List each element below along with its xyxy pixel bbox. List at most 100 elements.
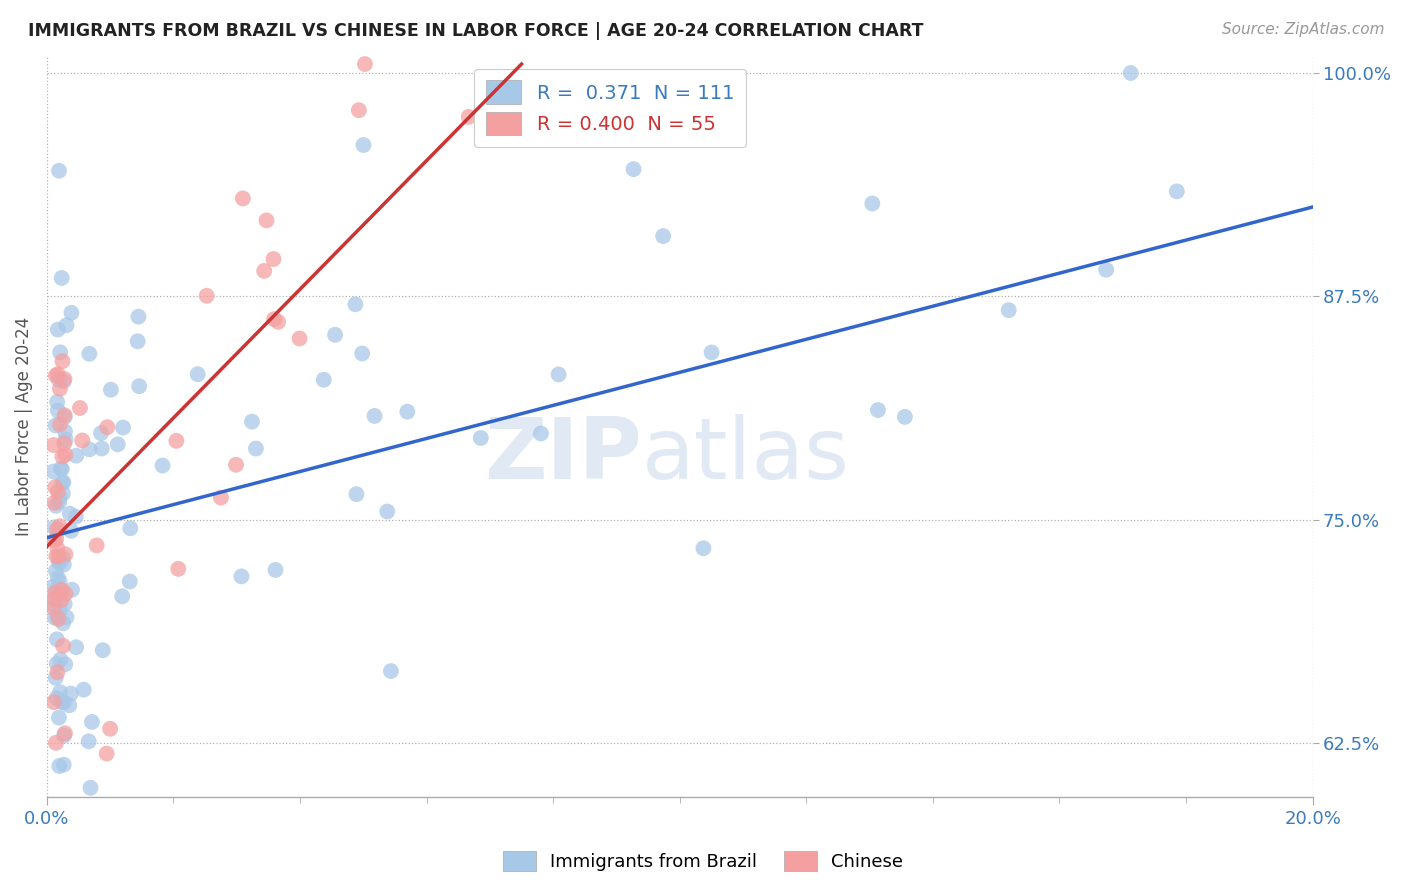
Point [245,442,267,456]
Point [48,556,70,570]
Point [288,331,311,345]
Point [52,475,75,490]
Point [53,597,76,611]
Point [86,538,108,552]
Point [344,487,367,501]
Point [44,533,66,548]
Point [46,395,69,409]
Point [165,434,187,448]
Point [46,367,69,381]
Point [55,587,77,601]
Point [53,372,76,386]
Point [52,486,75,500]
Point [100,383,122,397]
Point [232,191,254,205]
Point [48,495,70,509]
Point [49,417,72,432]
Point [53,410,76,425]
Point [53,425,76,439]
Point [240,415,263,429]
Point [253,264,276,278]
Point [65,449,87,463]
Point [225,458,247,472]
Point [344,297,367,311]
Point [652,229,675,244]
Point [60,524,83,538]
Point [1166,185,1188,199]
Point [380,664,402,678]
Point [79,780,101,795]
Point [1095,262,1118,277]
Point [42,438,65,452]
Point [48,554,70,568]
Point [52,550,75,565]
Point [55,433,77,447]
Point [866,403,889,417]
Point [96,420,118,434]
Point [96,747,118,761]
Point [263,312,285,326]
Point [167,562,190,576]
Point [256,213,278,227]
Point [55,448,77,462]
Point [42,591,65,605]
Point [49,603,72,617]
Point [363,409,385,423]
Point [107,437,129,451]
Point [53,408,76,422]
Point [44,611,66,625]
Point [46,523,69,537]
Point [396,404,419,418]
Point [90,426,112,441]
Point [894,409,917,424]
Point [1119,66,1142,80]
Point [53,657,76,672]
Text: atlas: atlas [641,414,849,497]
Legend: Immigrants from Brazil, Chinese: Immigrants from Brazil, Chinese [496,844,910,879]
Point [263,252,285,266]
Point [49,461,72,475]
Point [45,418,67,433]
Point [69,401,91,415]
Point [44,520,66,534]
Point [127,334,149,349]
Point [65,640,87,655]
Point [52,696,75,710]
Point [45,671,67,685]
Point [45,532,67,546]
Point [997,303,1019,318]
Point [52,374,75,388]
Point [44,591,66,606]
Point [46,323,69,337]
Point [42,695,65,709]
Point [120,521,142,535]
Point [52,558,75,572]
Point [48,163,70,178]
Point [60,582,83,597]
Point [45,564,67,578]
Point [45,632,67,647]
Point [53,729,76,743]
Point [118,574,141,589]
Point [73,682,96,697]
Point [51,354,73,368]
Point [51,475,73,490]
Y-axis label: In Labor Force | Age 20-24: In Labor Force | Age 20-24 [15,317,32,535]
Point [53,436,76,450]
Point [51,462,73,476]
Point [375,504,398,518]
Point [267,315,290,329]
Point [48,373,70,387]
Point [59,687,82,701]
Point [457,110,479,124]
Point [51,593,73,607]
Point [90,442,112,456]
Point [70,434,93,448]
Point [55,547,77,561]
Point [46,522,69,536]
Point [46,403,69,417]
Point [187,368,209,382]
Point [51,695,73,709]
Legend: R =  0.371  N = 111, R = 0.400  N = 55: R = 0.371 N = 111, R = 0.400 N = 55 [474,69,745,147]
Point [55,610,77,624]
